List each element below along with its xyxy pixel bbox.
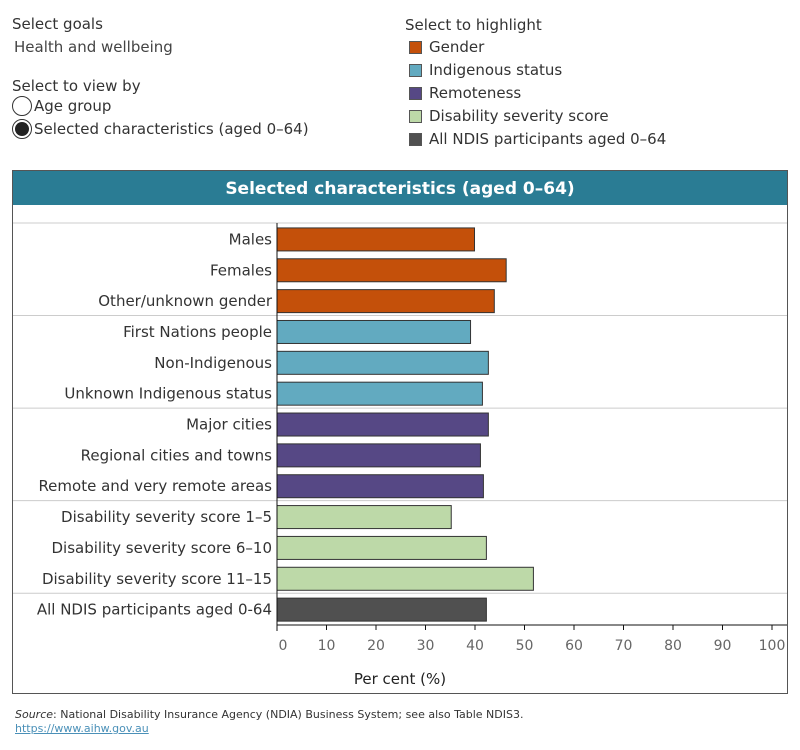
chart-container bbox=[12, 170, 788, 694]
legend-swatch bbox=[409, 109, 422, 123]
category-label: First Nations people bbox=[123, 323, 272, 341]
bar bbox=[276, 289, 495, 314]
goals-label: Select goals bbox=[12, 15, 103, 33]
x-tick-label: 10 bbox=[318, 638, 336, 654]
view-label: Select to view by bbox=[12, 77, 141, 95]
legend-swatch bbox=[409, 63, 422, 77]
bar bbox=[276, 412, 489, 437]
x-tick-label: 20 bbox=[367, 638, 385, 654]
category-label: Disability severity score 6–10 bbox=[52, 539, 273, 557]
bar bbox=[276, 597, 487, 622]
legend-label: Remoteness bbox=[429, 84, 522, 102]
legend-item[interactable]: Gender bbox=[409, 38, 484, 56]
bar bbox=[276, 535, 487, 560]
x-tick-label: 100 bbox=[759, 638, 786, 654]
legend-item[interactable]: Remoteness bbox=[409, 84, 521, 102]
x-tick-label: 60 bbox=[565, 638, 583, 654]
chart-title: Selected characteristics (aged 0–64) bbox=[13, 171, 787, 205]
bar bbox=[276, 319, 472, 344]
bar bbox=[276, 443, 481, 468]
radio-selected-icon[interactable] bbox=[12, 119, 32, 139]
category-label: Other/unknown gender bbox=[98, 292, 273, 310]
category-label: All NDIS participants aged 0-64 bbox=[37, 601, 272, 619]
legend-swatch bbox=[409, 132, 422, 146]
source-text: : National Disability Insurance Agency (… bbox=[53, 708, 524, 721]
radio-label: Age group bbox=[34, 97, 112, 115]
category-label: Regional cities and towns bbox=[81, 446, 273, 464]
goals-dropdown[interactable]: Health and wellbeing bbox=[14, 38, 173, 56]
x-tick-label: 0 bbox=[279, 638, 288, 654]
x-tick-label: 90 bbox=[714, 638, 732, 654]
x-tick-label: 40 bbox=[466, 638, 484, 654]
bar bbox=[276, 566, 534, 591]
legend-item[interactable]: Disability severity score bbox=[409, 107, 609, 125]
x-tick-label: 70 bbox=[615, 638, 633, 654]
bar bbox=[276, 474, 484, 499]
category-label: Disability severity score 1–5 bbox=[61, 508, 272, 526]
x-tick-label: 30 bbox=[417, 638, 435, 654]
bar bbox=[276, 505, 452, 530]
radio-icon[interactable] bbox=[12, 96, 32, 116]
legend-swatch bbox=[409, 86, 422, 100]
category-label: Non-Indigenous bbox=[154, 354, 272, 372]
x-tick-label: 80 bbox=[664, 638, 682, 654]
source-label: Source bbox=[15, 708, 54, 721]
source-note: Source: National Disability Insurance Ag… bbox=[15, 708, 523, 721]
radio-label: Selected characteristics (aged 0–64) bbox=[34, 120, 309, 138]
radio-selected-characteristics[interactable]: Selected characteristics (aged 0–64) bbox=[12, 119, 309, 139]
radio-age-group[interactable]: Age group bbox=[12, 96, 111, 116]
bar bbox=[276, 350, 489, 375]
category-label: Disability severity score 11–15 bbox=[42, 570, 272, 588]
category-label: Major cities bbox=[186, 416, 272, 434]
x-axis-title: Per cent (%) bbox=[354, 670, 446, 688]
highlight-label: Select to highlight bbox=[405, 16, 542, 34]
legend-swatch bbox=[409, 40, 422, 54]
legend-label: Indigenous status bbox=[429, 61, 563, 79]
aihw-link[interactable]: https://www.aihw.gov.au bbox=[15, 722, 149, 735]
bar bbox=[276, 258, 507, 283]
category-label: Remote and very remote areas bbox=[38, 477, 272, 495]
legend-label: Disability severity score bbox=[429, 107, 609, 125]
legend-label: Gender bbox=[429, 38, 485, 56]
category-label: Females bbox=[210, 261, 272, 279]
category-label: Males bbox=[229, 230, 273, 248]
bar bbox=[276, 381, 483, 406]
category-label: Unknown Indigenous status bbox=[64, 385, 272, 403]
x-tick-label: 50 bbox=[516, 638, 534, 654]
bar-chart: Males Females Other/unknown gender First Na… bbox=[13, 222, 787, 688]
legend-label: All NDIS participants aged 0–64 bbox=[429, 130, 667, 148]
legend-item[interactable]: All NDIS participants aged 0–64 bbox=[409, 130, 666, 148]
bar bbox=[276, 227, 476, 252]
legend-item[interactable]: Indigenous status bbox=[409, 61, 562, 79]
